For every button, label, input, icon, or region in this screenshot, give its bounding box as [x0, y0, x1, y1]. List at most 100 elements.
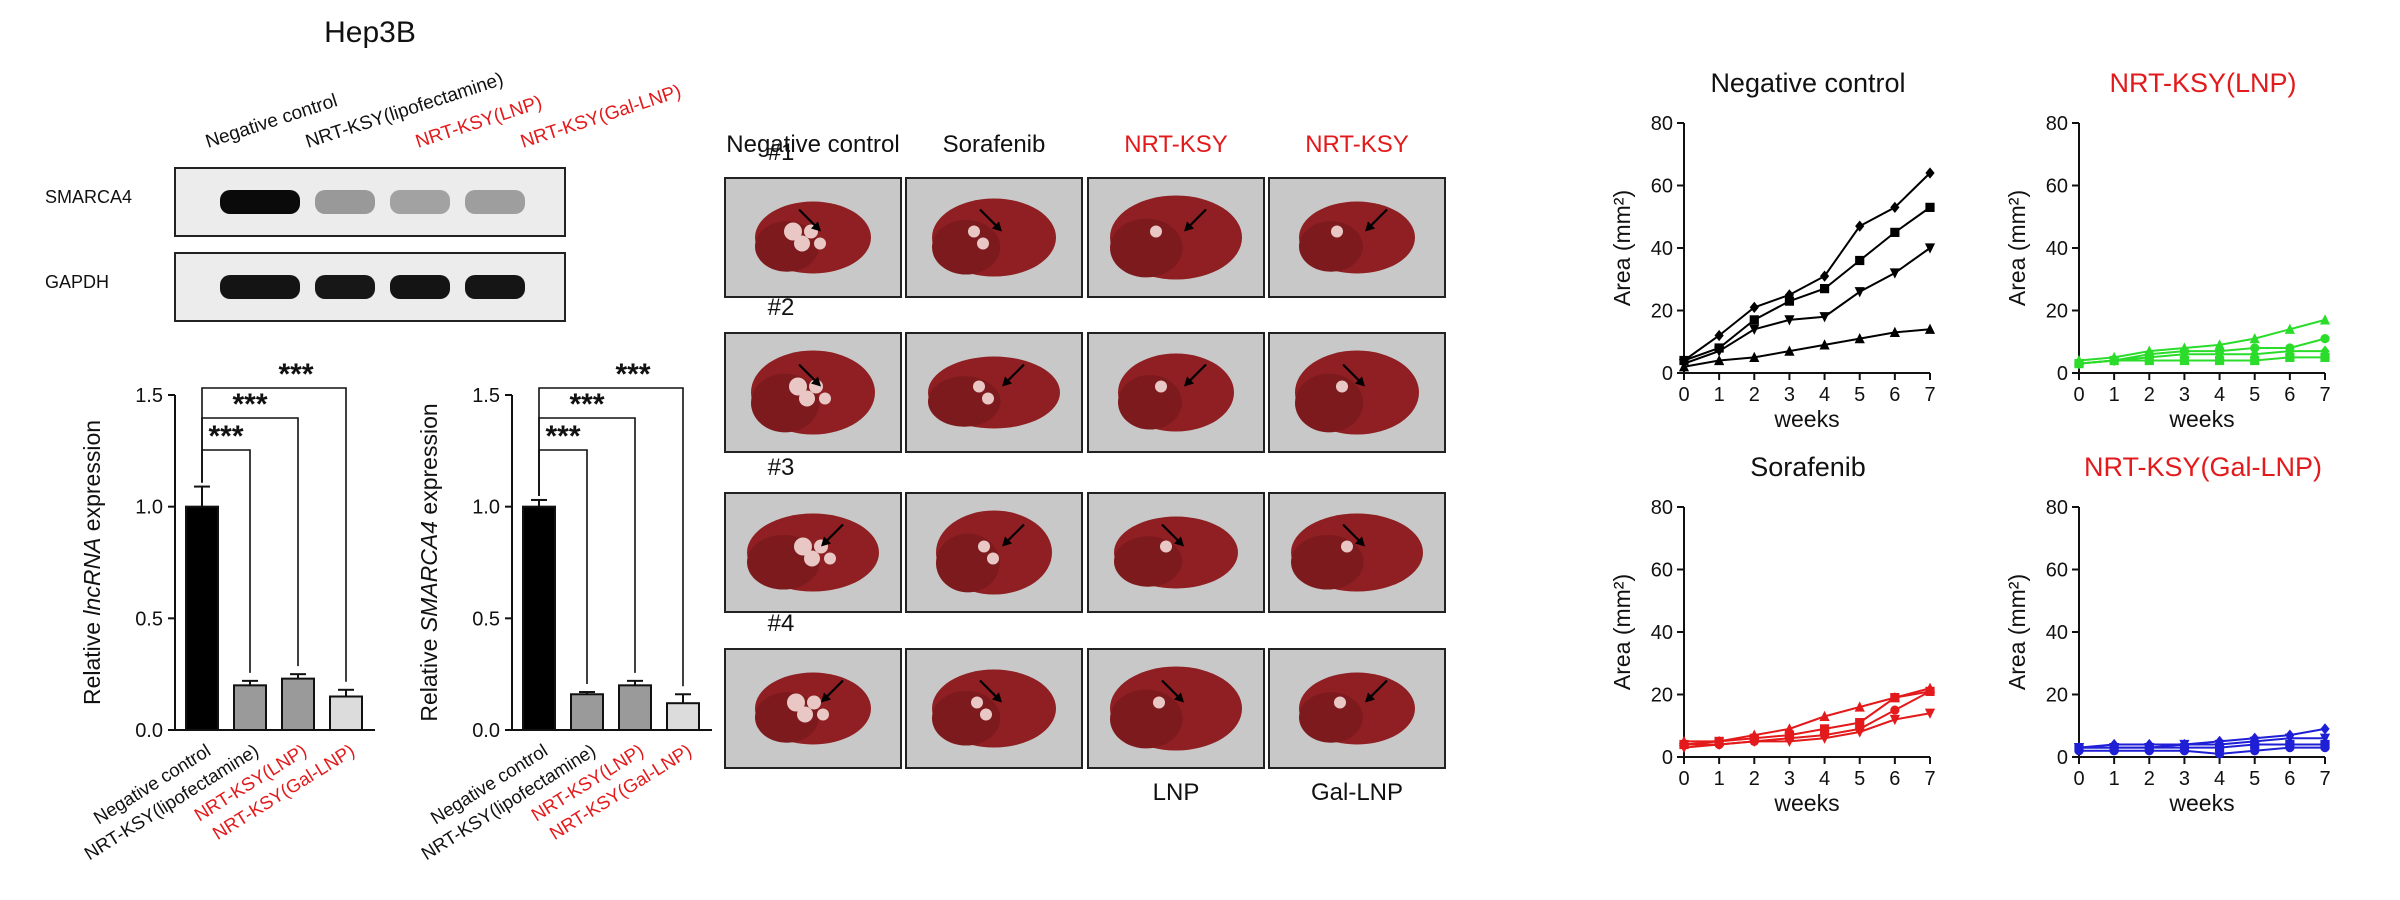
- data-point: [1784, 736, 1795, 747]
- y-tick-label: 1.5: [472, 385, 500, 407]
- arrow-head: [1174, 536, 1184, 547]
- x-tick-label: 0: [2073, 384, 2084, 406]
- photo-column-footer: Gal-LNP: [1311, 779, 1403, 806]
- y-axis-label-part: expression: [416, 403, 442, 521]
- data-point: [1819, 339, 1830, 350]
- liver-lobe: [1295, 373, 1364, 433]
- y-axis-label-part: expression: [79, 420, 105, 538]
- x-tick-label: 2: [2144, 384, 2155, 406]
- significance-stars: ***: [232, 388, 267, 421]
- data-point: [2285, 743, 2295, 753]
- data-point: [1854, 333, 1865, 344]
- tumor-nodule: [787, 693, 805, 712]
- blot-row-label: GAPDH: [45, 272, 109, 292]
- tumor-nodule: [794, 537, 812, 556]
- western-blot-panel: Negative controlNRT-KSY(lipofectamine)NR…: [45, 69, 684, 322]
- y-tick-label: 60: [2046, 176, 2068, 198]
- data-point: [2074, 746, 2084, 756]
- tumor-nodule: [968, 225, 980, 238]
- tumor-nodule: [987, 552, 999, 565]
- y-tick-label: 0.5: [135, 608, 163, 630]
- significance-stars: ***: [545, 420, 580, 453]
- arrow-head: [1355, 376, 1365, 387]
- series-line: [1683, 690, 1931, 746]
- arrow-indicator: [1005, 523, 1025, 544]
- data-point: [1819, 733, 1830, 744]
- data-point: [1819, 284, 1830, 294]
- arrow-indicator: [1342, 363, 1362, 384]
- data-point: [1889, 268, 1900, 279]
- blot-title: Hep3B: [324, 16, 416, 49]
- data-point: [1784, 345, 1795, 356]
- arrow-indicator: [1161, 679, 1181, 700]
- series-line: [1683, 712, 1931, 749]
- liver-lobe: [1118, 374, 1182, 430]
- y-tick-label: 0.0: [135, 720, 163, 742]
- x-axis-label: weeks: [1773, 406, 1839, 432]
- arrow-head: [811, 221, 821, 232]
- data-point: [1890, 227, 1900, 237]
- x-tick-label: 7: [1924, 768, 1935, 790]
- data-point: [1819, 270, 1830, 282]
- data-point: [2109, 355, 2119, 366]
- series-line: [2078, 356, 2325, 365]
- arrow-head: [821, 536, 831, 547]
- y-tick-label: 40: [1651, 622, 1673, 644]
- data-point: [1925, 167, 1935, 179]
- liver-photo-frame: [1268, 648, 1446, 769]
- x-tick-label: 4: [2214, 768, 2225, 790]
- data-point: [1854, 287, 1865, 298]
- arrow-head: [1184, 221, 1194, 232]
- arrow-indicator: [1005, 363, 1025, 384]
- significance-bracket: [201, 387, 347, 682]
- data-point: [2319, 314, 2331, 325]
- blot-band: [220, 190, 300, 214]
- x-tick-label: 1: [1714, 768, 1725, 790]
- tumor-nodule: [973, 380, 985, 393]
- photo-row-label: #2: [768, 294, 795, 321]
- data-point: [1890, 705, 1900, 715]
- data-point: [2179, 355, 2190, 366]
- tumor-nodule: [982, 392, 994, 405]
- y-tick-label: 20: [2046, 301, 2068, 323]
- data-point: [1855, 255, 1865, 266]
- bar: [618, 684, 652, 731]
- y-tick-label: 0: [1662, 363, 1673, 385]
- series-line: [2078, 727, 2326, 749]
- arrow-indicator: [1161, 523, 1181, 544]
- y-axis-label: Area (mm²): [2004, 574, 2030, 690]
- x-tick-label: 7: [2319, 768, 2330, 790]
- tumor-nodule: [814, 237, 826, 250]
- x-tick-label: 6: [1889, 384, 1900, 406]
- bar: [522, 505, 556, 731]
- data-point: [2074, 359, 2084, 369]
- x-axis-label: weeks: [2168, 790, 2234, 816]
- y-tick-label: 40: [2046, 622, 2068, 644]
- y-tick-label: 40: [1651, 238, 1673, 260]
- blot-band: [390, 275, 450, 299]
- arrow-indicator: [1187, 208, 1207, 229]
- y-tick-label: 0: [2057, 747, 2068, 769]
- y-tick-label: 60: [1651, 560, 1673, 582]
- blot-band: [390, 190, 450, 214]
- data-point: [2319, 733, 2331, 744]
- tumor-nodule: [789, 377, 807, 396]
- tumor-nodule: [980, 708, 992, 721]
- arrow-indicator: [798, 208, 818, 229]
- x-tick-label: 6: [1889, 768, 1900, 790]
- y-tick-label: 80: [1651, 113, 1673, 135]
- tumor-nodule: [794, 235, 810, 252]
- data-point: [2179, 746, 2190, 756]
- arrow-head: [1355, 536, 1365, 547]
- x-tick-label: 2: [1749, 384, 1760, 406]
- data-point: [1819, 724, 1830, 734]
- photo-row-label: #1: [768, 139, 795, 166]
- series-line: [1683, 206, 1931, 362]
- x-axis-label: weeks: [2168, 406, 2234, 432]
- data-point: [2214, 355, 2225, 366]
- series-line: [2079, 746, 2325, 755]
- tumor-nodule: [1331, 225, 1343, 238]
- bar-charts-panel: 0.0 0.5 1.0 1.5 Relative lncRNA expression **…: [79, 358, 712, 864]
- data-point: [1678, 743, 1690, 754]
- tumor-nodule: [1336, 380, 1348, 393]
